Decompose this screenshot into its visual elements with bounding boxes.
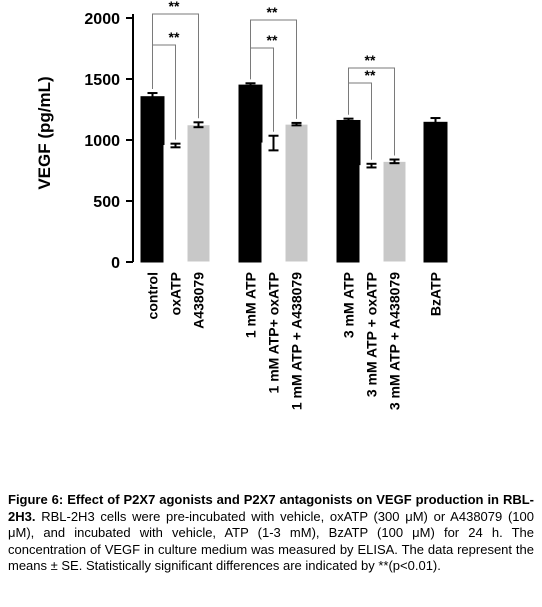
x-tick-label: A438079 [191, 272, 207, 329]
significance-label: ** [267, 32, 278, 48]
bar [261, 142, 286, 263]
caption-text: RBL-2H3 cells were pre-incubated with ve… [8, 508, 534, 574]
bar [284, 123, 309, 263]
x-tick-label: 3 mM ATP + A438079 [387, 272, 403, 410]
x-tick-label: 1 mM ATP+ oxATP [266, 272, 282, 393]
caption-label: Figure 6: Effect of P2X7 agonists and P2… [8, 492, 534, 524]
bar [186, 124, 211, 263]
x-tick-label: 3 mM ATP + oxATP [364, 272, 380, 397]
bar [336, 119, 361, 263]
x-tick-labels: control oxATP A438079 1 mM ATP 1 mM ATP+ oxA… [145, 272, 444, 410]
significance-bracket [250, 19, 297, 119]
x-tick-label: 3 mM ATP [341, 272, 357, 338]
y-axis-label: VEGF (pg/mL) [35, 76, 54, 189]
bar [359, 165, 384, 263]
error-bars [147, 82, 441, 169]
significance-label: ** [365, 67, 376, 83]
x-tick-label: 1 mM ATP [243, 272, 259, 338]
significance-label: ** [365, 52, 376, 68]
significance-bracket [152, 13, 199, 119]
bar [163, 144, 188, 263]
y-tick-label: 0 [111, 255, 120, 272]
significance-label: ** [169, 29, 180, 45]
y-tick-label: 500 [93, 194, 120, 211]
x-tick-label: oxATP [168, 272, 184, 315]
y-tick-label: 1500 [84, 72, 120, 89]
bar [140, 96, 165, 263]
bar [423, 121, 448, 263]
x-tick-label: control [145, 272, 161, 319]
bar [382, 160, 407, 263]
figure-caption: Figure 6: Effect of P2X7 agonists and P2… [8, 492, 534, 575]
bar [238, 84, 263, 263]
x-tick-label: BzATP [428, 272, 444, 316]
significance-brackets: ************ [152, 0, 395, 160]
y-tick-label: 2000 [84, 11, 120, 28]
bar-marks [140, 84, 448, 263]
x-tick-label: 1 mM ATP + A438079 [289, 272, 305, 410]
y-tick-label: 1000 [84, 133, 120, 150]
chart-axes: 0 500 1000 1500 2000 [84, 11, 134, 272]
significance-label: ** [169, 0, 180, 14]
significance-bracket [348, 67, 395, 156]
significance-label: ** [267, 4, 278, 20]
